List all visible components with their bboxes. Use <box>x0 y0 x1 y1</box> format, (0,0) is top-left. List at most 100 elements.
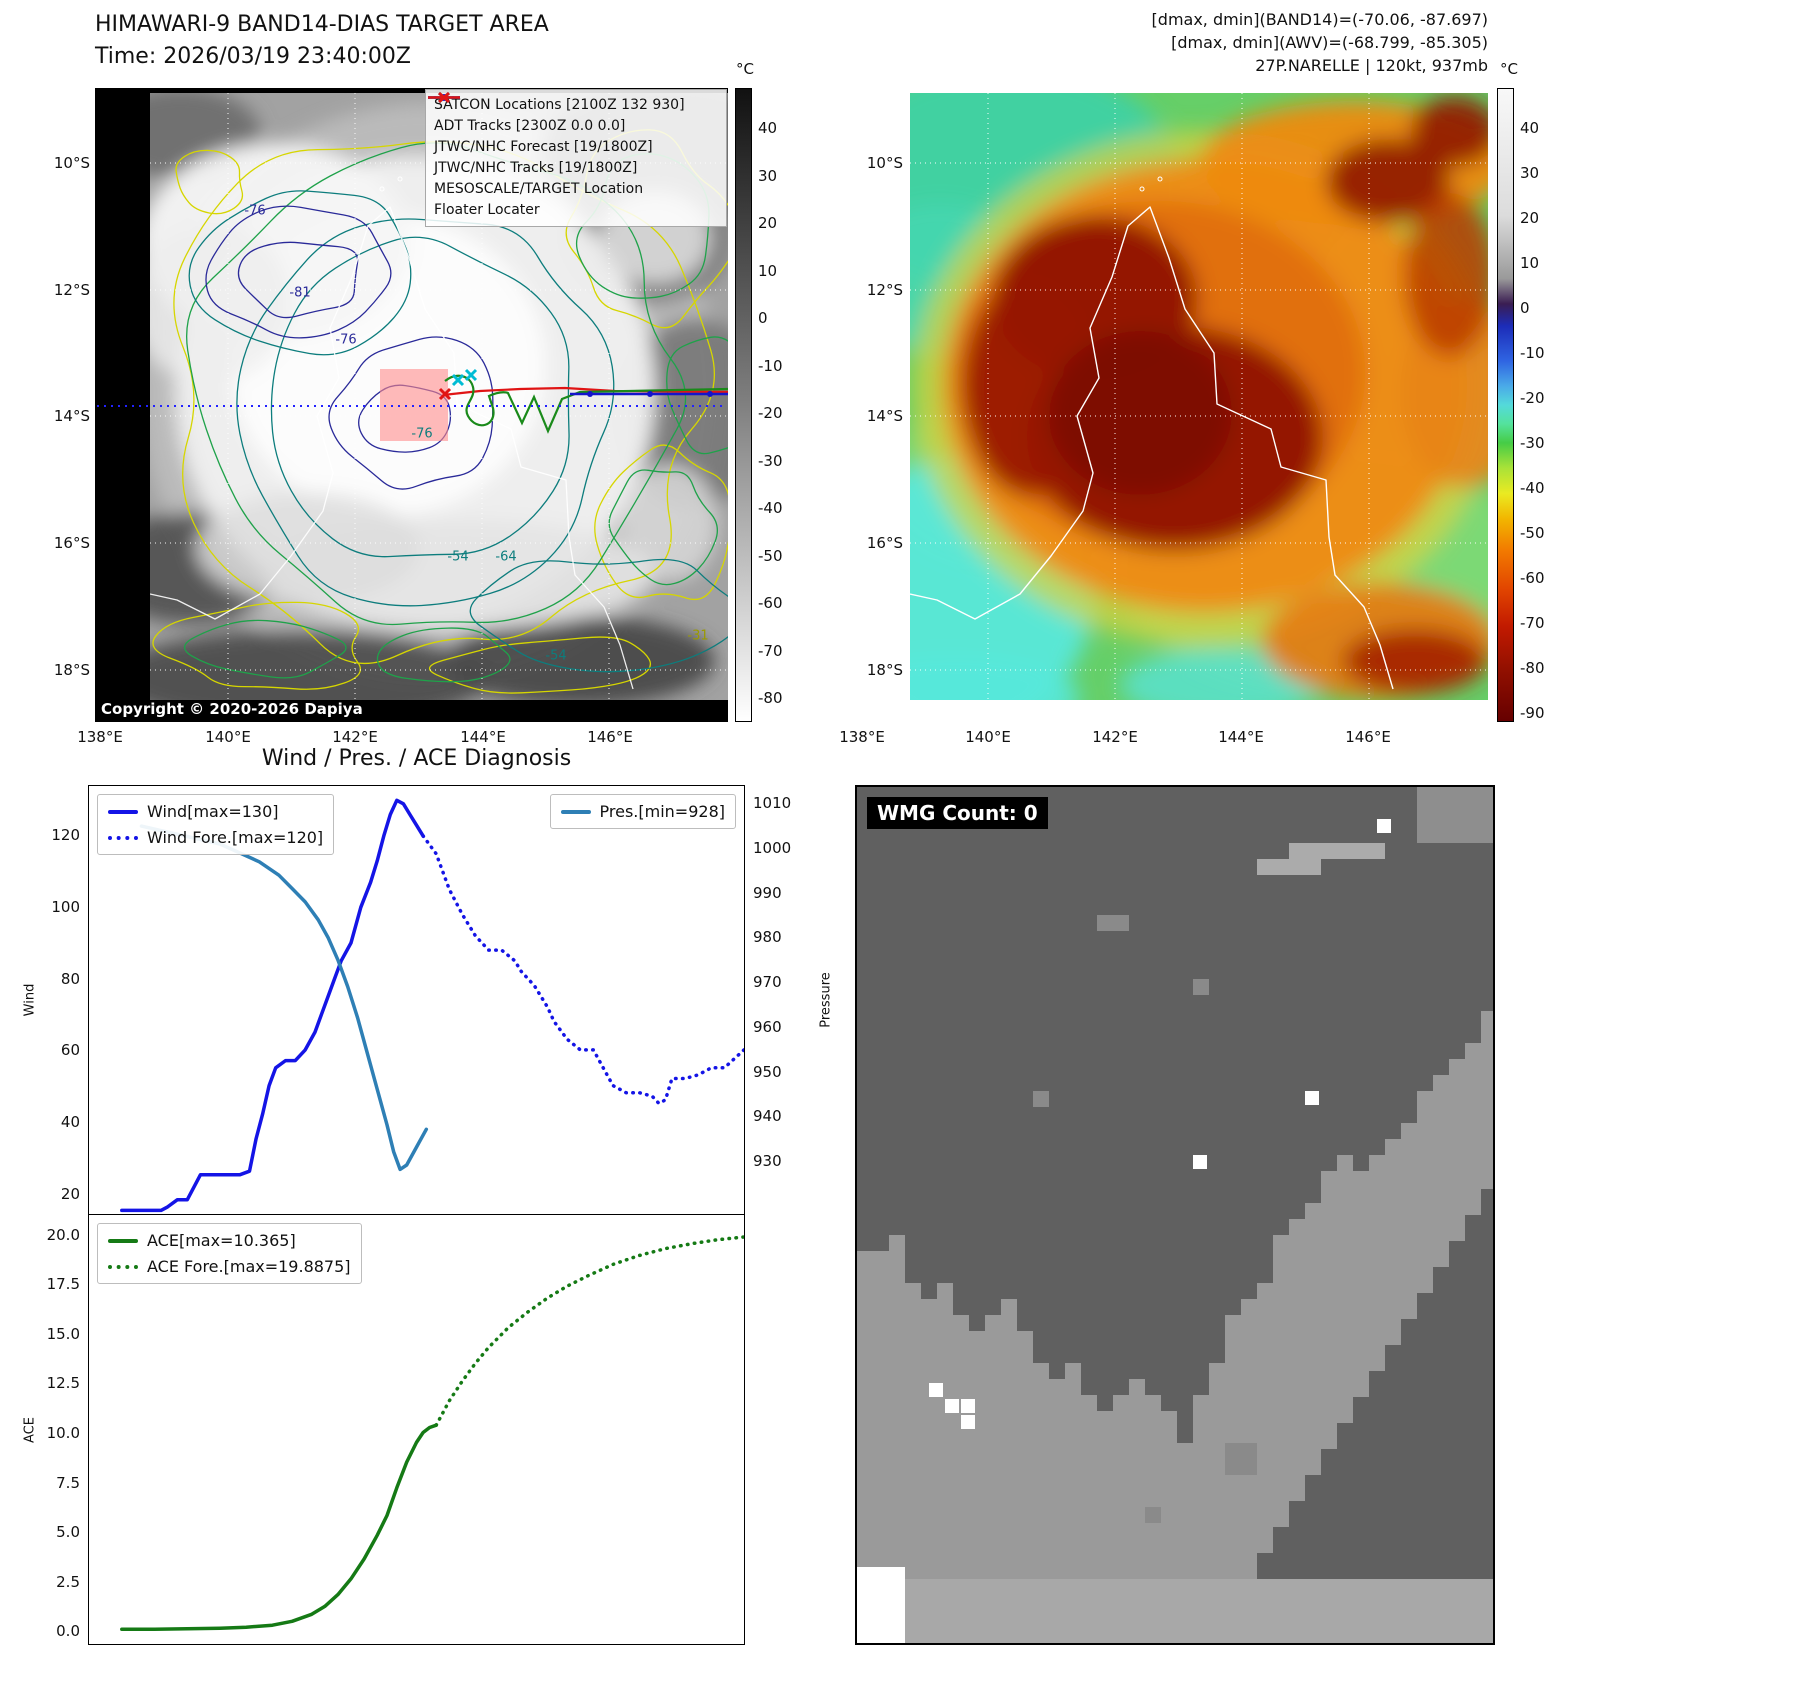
wind-tick: 60 <box>60 1041 80 1060</box>
ace-tick: 17.5 <box>46 1275 80 1294</box>
ace-axis-label: ACE <box>22 1417 38 1443</box>
ace-fore-legend-row: ACE Fore.[max=19.8875] <box>108 1257 351 1276</box>
ace-chart: ACE[max=10.365] ACE Fore.[max=19.8875] <box>88 1215 745 1645</box>
band14-lon-tick: 140°E <box>205 728 251 746</box>
awv-map <box>858 88 1488 722</box>
awv-colorbar-tick: 0 <box>1520 299 1530 317</box>
awv-colorbar-tick: -40 <box>1520 479 1545 497</box>
ace-legend-label: ACE[max=10.365] <box>147 1231 296 1250</box>
wind-tick: 100 <box>51 897 80 916</box>
ace-fore-line-swatch <box>108 1264 138 1269</box>
band14-map: SATCON Locations [2100Z 132 930] ADT Trac… <box>95 88 728 722</box>
band14-copyright: Copyright © 2020-2026 Dapiya <box>101 700 363 718</box>
band14-colorbar-tick: 20 <box>758 214 778 232</box>
awv-colorbar <box>1497 88 1514 722</box>
awv-lon-tick: 142°E <box>1092 728 1138 746</box>
awv-colorbar-tick: -10 <box>1520 344 1545 362</box>
band14-lon-tick: 142°E <box>332 728 378 746</box>
ace-tick: 15.0 <box>46 1324 80 1343</box>
band14-colorbar-tick: 0 <box>758 309 768 327</box>
awv-colorbar-tick: 30 <box>1520 164 1540 182</box>
pressure-tick: 970 <box>753 973 782 992</box>
awv-colorbar-tick: -20 <box>1520 389 1545 407</box>
wind-tick: 120 <box>51 826 80 845</box>
band14-lat-tick: 12°S <box>53 281 90 299</box>
ace-tick: 5.0 <box>56 1523 80 1542</box>
band14-colorbar-tick: -80 <box>758 689 783 707</box>
band14-lon-tick: 146°E <box>587 728 633 746</box>
awv-header: [dmax, dmin](BAND14)=(-70.06, -87.697) [… <box>1152 8 1488 77</box>
awv-colorbar-tick: -60 <box>1520 569 1545 587</box>
legend-item: MESOSCALE/TARGET Location <box>434 91 718 199</box>
wind-legend-row: Wind[max=130] <box>108 802 323 821</box>
wmg-count-label: WMG Count: 0 <box>867 797 1048 829</box>
band14-legend: SATCON Locations [2100Z 132 930] ADT Trac… <box>425 89 727 227</box>
band14-lon-tick: 138°E <box>77 728 123 746</box>
diagnosis-title: Wind / Pres. / ACE Diagnosis <box>261 746 572 771</box>
band14-lat-tick: 18°S <box>53 661 90 679</box>
legend-item: ADT Tracks [2300Z 0.0 0.0] <box>428 96 718 136</box>
ace-legend-row: ACE[max=10.365] <box>108 1231 351 1250</box>
awv-colorbar-tick: -30 <box>1520 434 1545 452</box>
band14-colorbar-tick: -10 <box>758 356 783 375</box>
ace-tick: 2.5 <box>56 1572 80 1591</box>
ace-legend: ACE[max=10.365] ACE Fore.[max=19.8875] <box>97 1223 362 1284</box>
wind-tick: 80 <box>60 969 80 988</box>
band14-colorbar-tick: 40 <box>758 119 778 137</box>
awv-colorbar-unit: °C <box>1500 60 1518 78</box>
pressure-tick: 980 <box>753 928 782 947</box>
pressure-tick: 950 <box>753 1062 782 1081</box>
wind-fore-legend-label: Wind Fore.[max=120] <box>147 828 324 847</box>
legend-item: Floater Locater <box>428 96 718 220</box>
ace-tick: 7.5 <box>56 1473 80 1492</box>
awv-lon-tick: 146°E <box>1345 728 1391 746</box>
wind-line-swatch <box>108 809 138 814</box>
band14-colorbar-tick: -60 <box>758 594 783 612</box>
awv-colorbar-tick: -70 <box>1520 614 1545 632</box>
band14-colorbar-unit: °C <box>736 60 754 78</box>
awv-colorbar-tick: 20 <box>1520 209 1540 227</box>
band14-lat-tick: 10°S <box>53 154 90 172</box>
wind-tick: 40 <box>60 1112 80 1131</box>
legend-item-label: SATCON Locations [2100Z 132 930] <box>434 97 685 113</box>
band14-lat-tick: 14°S <box>53 407 90 425</box>
awv-dmax-awv-line: [dmax, dmin](AWV)=(-68.799, -85.305) <box>1171 33 1488 52</box>
pressure-tick: 1000 <box>753 838 792 857</box>
pressure-legend-row: Pres.[min=928] <box>560 802 725 821</box>
awv-colorbar-tick: 10 <box>1520 254 1540 272</box>
wind-pressure-chart: Wind[max=130] Wind Fore.[max=120] Pres.[… <box>88 785 745 1215</box>
legend-item-label: JTWC/NHC Forecast [19/1800Z] <box>434 139 653 155</box>
wind-fore-line-swatch <box>108 835 138 840</box>
awv-storm-info-line: 27P.NARELLE | 120kt, 937mb <box>1255 56 1488 75</box>
legend-item-label: MESOSCALE/TARGET Location <box>434 181 644 197</box>
band14-colorbar-tick: -70 <box>758 641 783 660</box>
awv-colorbar-tick: -90 <box>1520 704 1545 722</box>
ace-line-swatch <box>108 1238 138 1243</box>
band14-title: HIMAWARI-9 BAND14-DIAS TARGET AREA <box>95 12 549 37</box>
awv-colorbar-tick: -50 <box>1520 524 1545 542</box>
legend-item-label: ADT Tracks [2300Z 0.0 0.0] <box>434 118 626 134</box>
wind-fore-legend-row: Wind Fore.[max=120] <box>108 828 323 847</box>
band14-colorbar-tick: 30 <box>758 166 778 185</box>
wind-legend-label: Wind[max=130] <box>147 802 279 821</box>
legend-item-label: JTWC/NHC Tracks [19/1800Z] <box>434 160 638 176</box>
band14-colorbar-tick: -30 <box>758 451 783 470</box>
ace-tick: 0.0 <box>56 1622 80 1641</box>
pressure-tick: 930 <box>753 1152 782 1171</box>
legend-item: SATCON Locations [2100Z 132 930] <box>434 91 718 115</box>
band14-time: Time: 2026/03/19 23:40:00Z <box>95 44 411 69</box>
pressure-tick: 960 <box>753 1017 782 1036</box>
band14-colorbar-tick: -20 <box>758 404 783 422</box>
awv-satellite-image <box>910 93 1488 700</box>
pressure-line-swatch <box>560 809 591 814</box>
legend-item-label: Floater Locater <box>434 202 540 218</box>
awv-colorbar-tick: 40 <box>1520 119 1540 137</box>
band14-colorbar-tick: -40 <box>758 499 783 517</box>
wind-legend: Wind[max=130] Wind Fore.[max=120] <box>97 794 335 855</box>
pressure-tick: 990 <box>753 883 782 902</box>
pressure-tick: 1010 <box>753 793 792 812</box>
pressure-axis-label: Pressure <box>818 972 834 1028</box>
wind-axis-label: Wind <box>22 983 38 1017</box>
awv-lon-tick: 140°E <box>965 728 1011 746</box>
